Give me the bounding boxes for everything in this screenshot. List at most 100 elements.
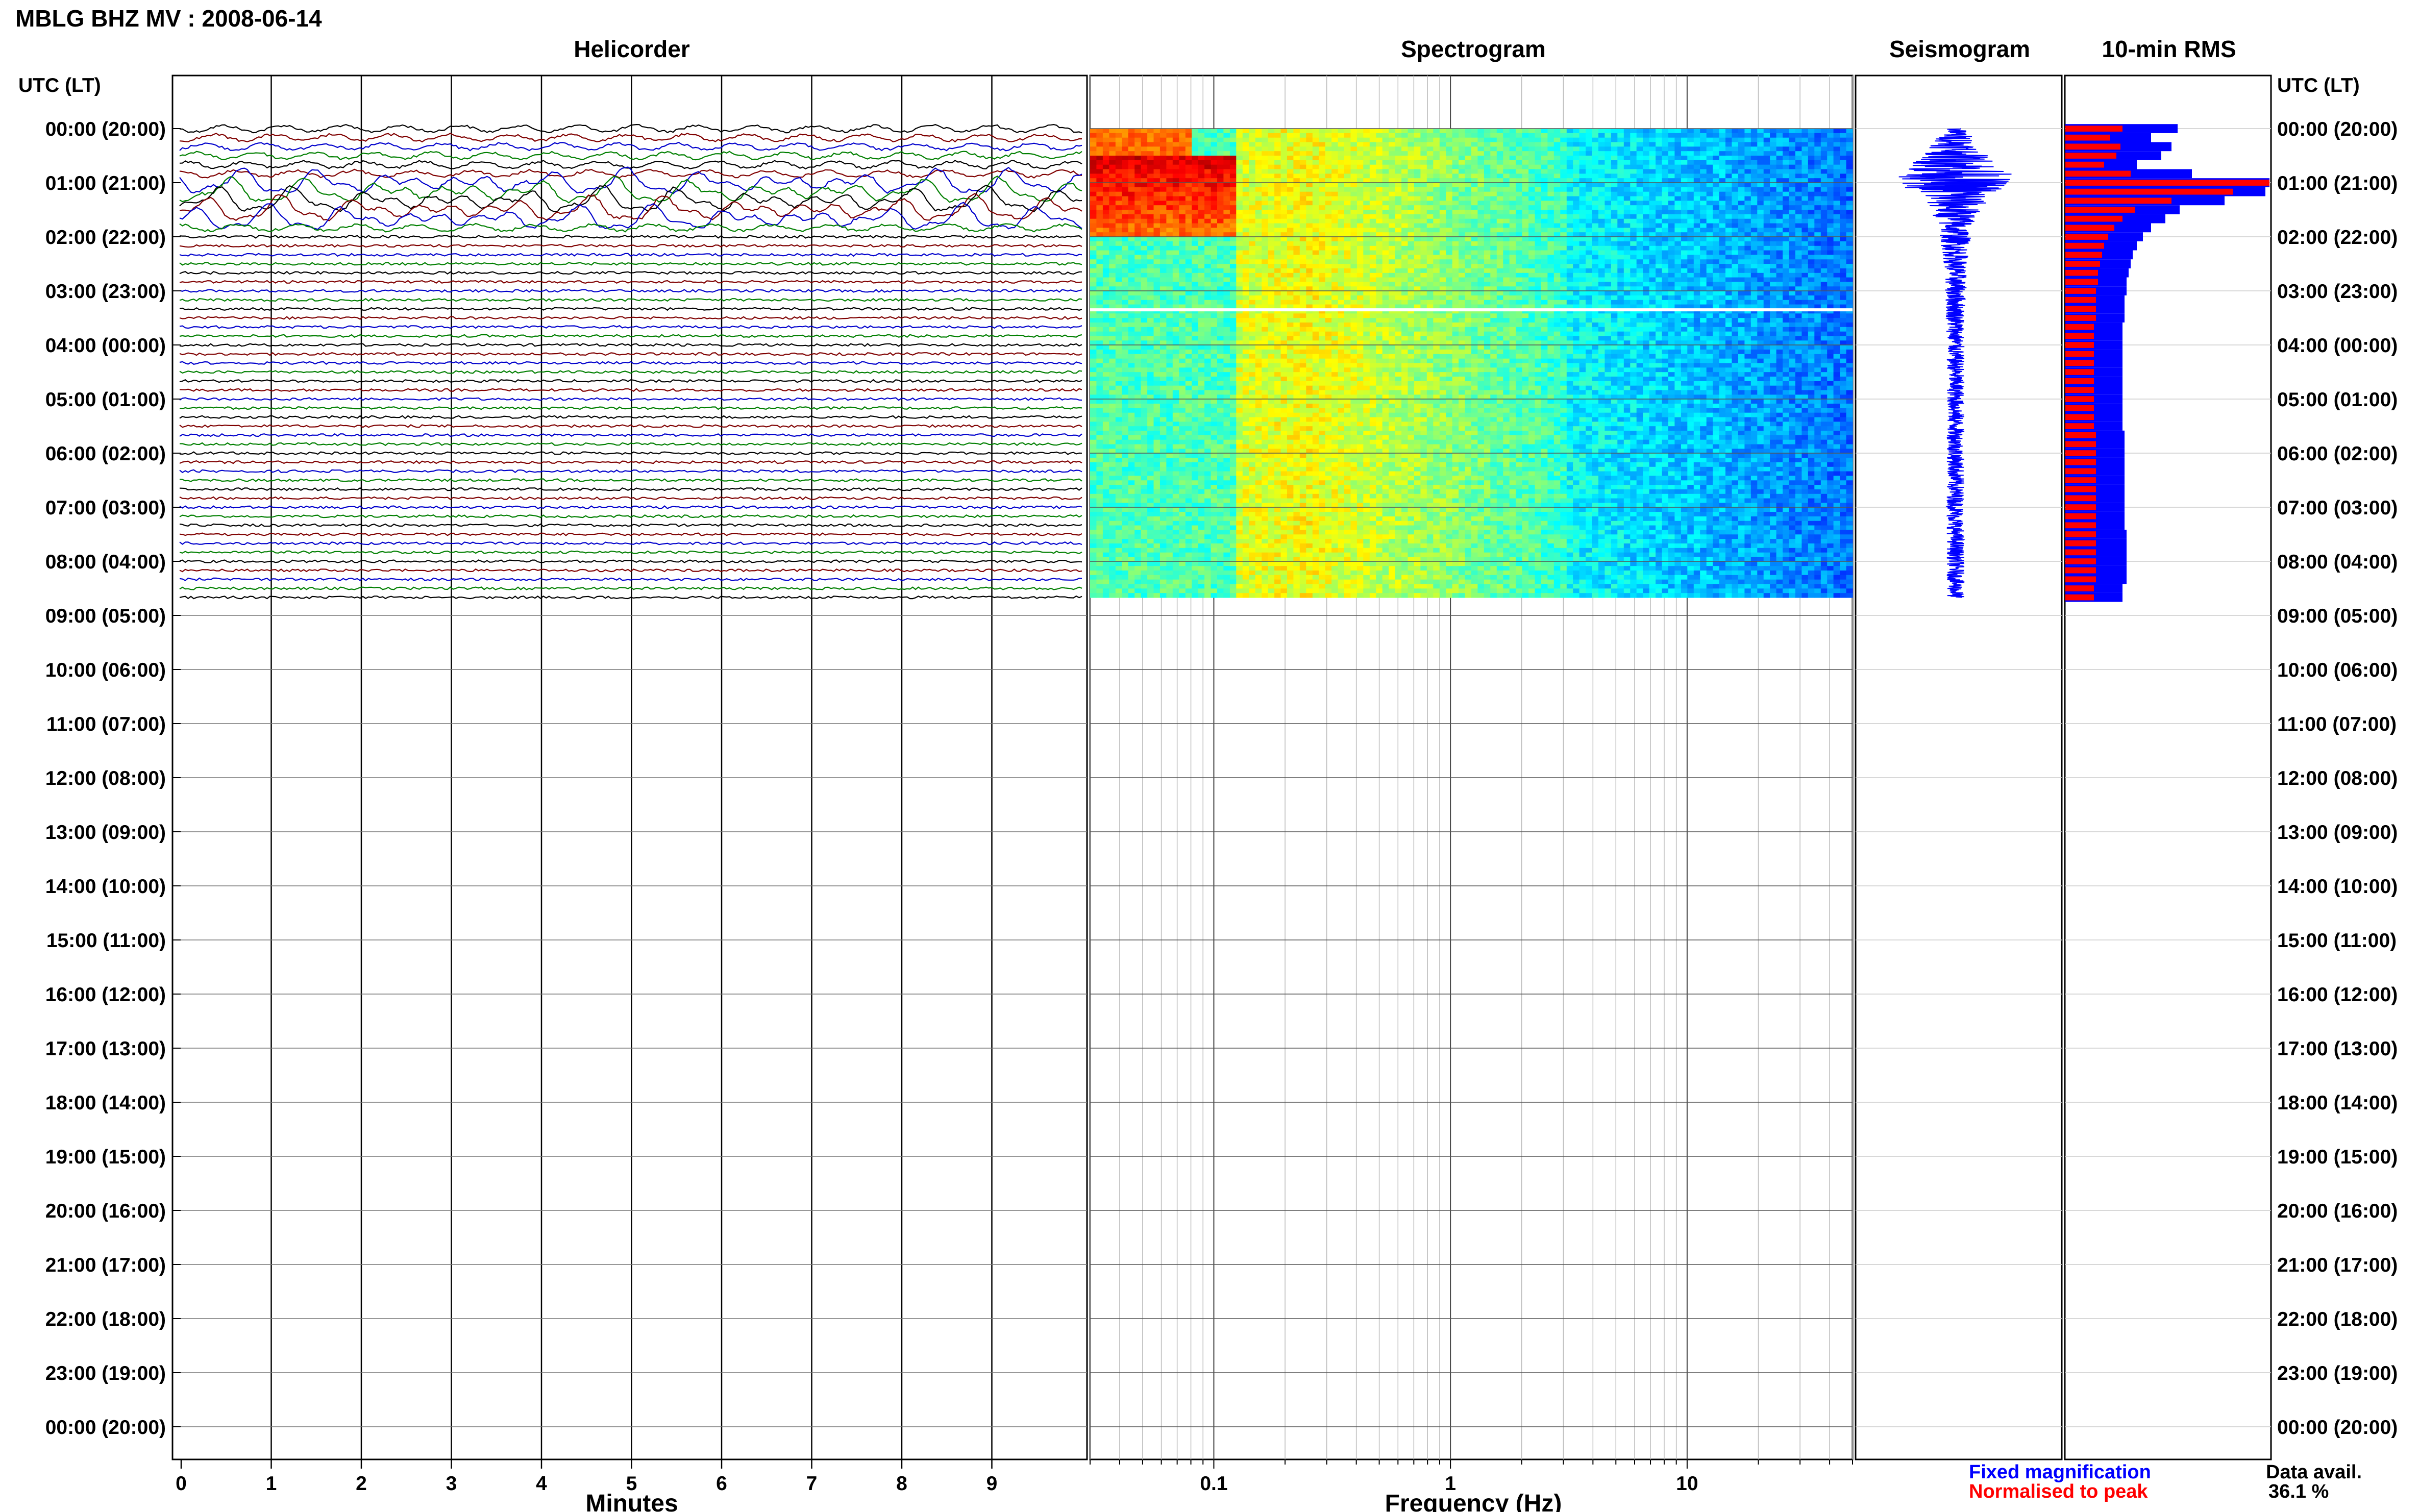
spectrogram-cell (1090, 156, 1097, 161)
spectrogram-cell (1312, 282, 1319, 287)
spectrogram-cell (1102, 218, 1109, 224)
helicorder-trace (179, 262, 1082, 266)
spectrogram-cell (1496, 146, 1503, 152)
spectrogram-cell (1268, 277, 1275, 282)
spectrogram-cell (1553, 286, 1561, 291)
spectrogram-cell (1687, 245, 1694, 251)
spectrogram-cell (1662, 304, 1669, 309)
spectrogram-cell (1446, 183, 1453, 188)
spectrogram-cell (1789, 173, 1796, 179)
spectrogram-cell (1439, 129, 1446, 134)
spectrogram-cell (1159, 272, 1167, 278)
spectrogram-cell (1229, 245, 1237, 251)
spectrogram-cell (1535, 250, 1542, 255)
spectrogram-cell (1350, 277, 1357, 282)
spectrogram-cell (1700, 178, 1707, 183)
spectrogram-cell (1560, 264, 1567, 269)
spectrogram-cell (1141, 156, 1148, 161)
spectrogram-cell (1356, 129, 1364, 134)
spectrogram-cell (1738, 304, 1745, 309)
spectrogram-cell (1369, 214, 1376, 219)
spectrogram-cell (1547, 129, 1554, 134)
spectrogram-cell (1700, 201, 1707, 206)
spectrogram-cell (1801, 228, 1809, 233)
spectrogram-cell (1096, 183, 1103, 188)
spectrogram-cell (1668, 291, 1675, 296)
spectrogram-cell (1808, 259, 1815, 264)
spectrogram-cell (1166, 160, 1173, 165)
spectrogram-cell (1414, 241, 1421, 246)
spectrogram-cell (1255, 245, 1262, 251)
spectrogram-cell (1706, 264, 1713, 269)
spectrogram-cell (1662, 156, 1669, 161)
spectrogram-cell (1389, 295, 1396, 301)
spectrogram-cell (1579, 146, 1586, 152)
spectrogram-cell (1433, 250, 1440, 255)
spectrogram-cell (1274, 218, 1281, 224)
spectrogram-cell (1471, 282, 1478, 287)
spectrogram-cell (1172, 142, 1179, 147)
spectrogram-cell (1382, 282, 1389, 287)
spectrogram-cell (1706, 277, 1713, 282)
spectrogram-cell (1687, 241, 1694, 246)
spectrogram-cell (1744, 245, 1751, 251)
spectrogram-cell (1713, 196, 1720, 201)
spectrogram-cell (1319, 218, 1326, 224)
spectrogram-cell (1579, 255, 1586, 260)
spectrogram-cell (1268, 259, 1275, 264)
spectrogram-cell (1611, 250, 1618, 255)
spectrogram-cell (1719, 264, 1726, 269)
spectrogram-cell (1586, 241, 1593, 246)
spectrogram-cell (1579, 183, 1586, 188)
spectrogram-cell (1249, 264, 1256, 269)
spectrogram-cell (1776, 282, 1783, 287)
spectrogram-cell (1484, 142, 1491, 147)
spectrogram-cell (1090, 277, 1097, 282)
spectrogram-cell (1236, 300, 1243, 305)
spectrogram-cell (1814, 210, 1821, 215)
spectrogram-cell (1185, 156, 1192, 161)
spectrogram-cell (1204, 272, 1212, 278)
spectrogram-cell (1814, 201, 1821, 206)
spectrogram-cell (1268, 187, 1275, 192)
spectrogram-cell (1674, 237, 1682, 242)
spectrogram-cell (1198, 237, 1205, 242)
spectrogram-cell (1389, 160, 1396, 165)
spectrogram-cell (1350, 214, 1357, 219)
spectrogram-cell (1363, 255, 1370, 260)
spectrogram-cell (1344, 268, 1351, 274)
spectrogram-cell (1801, 169, 1809, 174)
spectrogram-cell (1833, 205, 1840, 210)
spectrogram-cell (1109, 133, 1116, 138)
spectrogram-cell (1236, 295, 1243, 301)
spectrogram-cell (1706, 250, 1713, 255)
spectrogram-cell (1268, 201, 1275, 206)
spectrogram-cell (1426, 291, 1434, 296)
spectrogram-cell (1389, 205, 1396, 210)
spectrogram-cell (1477, 291, 1485, 296)
spectrogram-cell (1268, 223, 1275, 228)
spectrogram-cell (1484, 178, 1491, 183)
spectrogram-cell (1693, 264, 1700, 269)
spectrogram-cell (1611, 137, 1618, 143)
spectrogram-cell (1255, 268, 1262, 274)
spectrogram-cell (1636, 178, 1643, 183)
spectrogram-cell (1166, 223, 1173, 228)
spectrogram-cell (1242, 268, 1249, 274)
spectrogram-cell (1102, 304, 1109, 309)
spectrogram-cell (1192, 241, 1199, 246)
spectrogram-cell (1725, 142, 1732, 147)
spectrogram-cell (1656, 282, 1663, 287)
spectrogram-cell (1331, 201, 1339, 206)
spectrogram-cell (1674, 295, 1682, 301)
spectrogram-cell (1331, 282, 1339, 287)
spectrogram-cell (1477, 300, 1485, 305)
spectrogram-cell (1211, 300, 1218, 305)
spectrogram-cell (1312, 164, 1319, 170)
spectrogram-cell (1255, 156, 1262, 161)
spectrogram-cell (1338, 232, 1345, 237)
spectrogram-cell (1668, 214, 1675, 219)
spectrogram-cell (1643, 173, 1650, 179)
spectrogram-cell (1732, 272, 1739, 278)
spectrogram-cell (1693, 304, 1700, 309)
